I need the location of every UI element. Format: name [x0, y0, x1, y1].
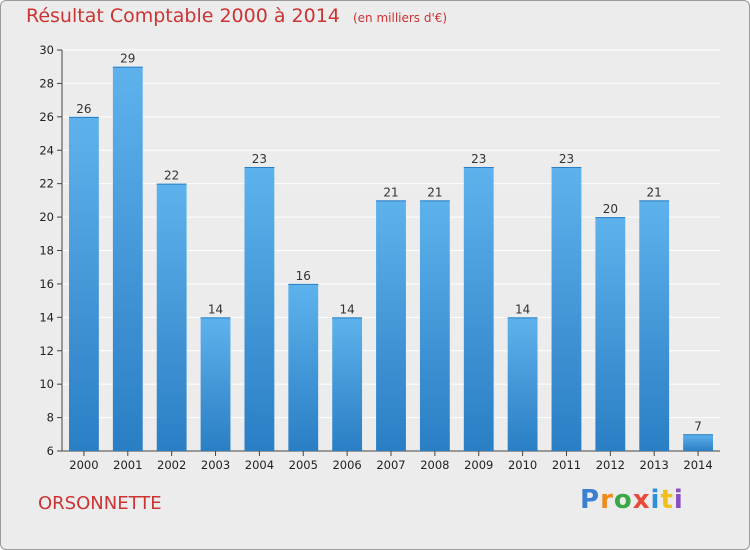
logo-letter: x — [632, 485, 651, 515]
bar-value-label: 7 — [694, 419, 702, 433]
bar-value-label: 29 — [120, 52, 135, 66]
bar — [595, 217, 626, 451]
x-tick-label: 2014 — [683, 458, 712, 472]
y-tick-label: 10 — [39, 377, 54, 391]
bar-value-label: 21 — [647, 185, 662, 199]
logo-letter: o — [613, 485, 633, 515]
bar-value-label: 23 — [252, 152, 267, 166]
bar-value-label: 21 — [383, 185, 398, 199]
logo-letter: i — [673, 485, 684, 515]
x-tick-label: 2013 — [640, 458, 669, 472]
y-tick-label: 12 — [39, 344, 54, 358]
bar — [683, 434, 713, 451]
bar-value-label: 14 — [339, 302, 354, 316]
x-tick-label: 2008 — [420, 458, 449, 472]
chart-subtitle: (en milliers d'€) — [352, 11, 448, 25]
bar-value-label: 22 — [164, 169, 179, 183]
logo-letter: t — [660, 485, 674, 515]
logo-letter: r — [600, 485, 614, 515]
bar — [551, 166, 582, 452]
bar — [507, 317, 538, 451]
x-tick-label: 2006 — [332, 458, 361, 472]
logo-letter: P — [580, 485, 601, 515]
labels: 6 8 10 12 14 16 18 20 22 24 26 28 30 26 2000 29 2001 22 20… — [39, 43, 712, 472]
y-tick-label: 22 — [39, 177, 54, 191]
logo-letter: i — [650, 485, 661, 515]
bar — [112, 66, 143, 451]
bar — [419, 200, 450, 451]
bar-value-label: 23 — [559, 152, 574, 166]
x-tick-label: 2007 — [376, 458, 405, 472]
x-tick-label: 2000 — [69, 458, 98, 472]
x-tick-label: 2004 — [245, 458, 274, 472]
bar-value-label: 26 — [76, 102, 91, 116]
commune-name: ORSONNETTE — [38, 493, 162, 514]
bar — [244, 166, 275, 452]
chart-title: Résultat Comptable 2000 à 2014 — [26, 5, 340, 27]
x-tick-label: 2005 — [289, 458, 318, 472]
y-tick-label: 6 — [47, 444, 54, 458]
bar-value-label: 23 — [471, 152, 486, 166]
y-tick-label: 30 — [39, 43, 54, 57]
bar — [376, 200, 406, 451]
bar-value-label: 14 — [208, 302, 223, 316]
y-tick-label: 14 — [39, 310, 54, 324]
x-tick-label: 2010 — [508, 458, 537, 472]
y-tick-label: 20 — [39, 210, 54, 224]
bar — [156, 183, 187, 451]
y-tick-label: 24 — [39, 143, 54, 157]
x-tick-label: 2009 — [464, 458, 493, 472]
proxiti-logo[interactable]: Proxiti — [580, 485, 684, 515]
y-tick-label: 28 — [39, 76, 54, 90]
x-tick-label: 2003 — [201, 458, 230, 472]
y-tick-label: 26 — [39, 110, 54, 124]
bar — [639, 200, 670, 451]
bar — [463, 166, 494, 452]
bar-value-label: 20 — [603, 202, 618, 216]
bar — [288, 283, 319, 451]
x-tick-label: 2012 — [596, 458, 625, 472]
x-tick-label: 2011 — [552, 458, 581, 472]
y-tick-label: 16 — [39, 277, 54, 291]
bar — [200, 317, 231, 451]
x-tick-label: 2001 — [113, 458, 142, 472]
bar — [332, 317, 363, 451]
y-tick-label: 18 — [39, 244, 54, 258]
y-tick-label: 8 — [47, 411, 54, 425]
bars — [69, 66, 713, 452]
bar — [69, 116, 99, 451]
bar-value-label: 21 — [427, 185, 442, 199]
bar-value-label: 14 — [515, 302, 530, 316]
x-tick-label: 2002 — [157, 458, 186, 472]
bar-value-label: 16 — [296, 269, 311, 283]
chart-title-block: Résultat Comptable 2000 à 2014 (en milli… — [26, 5, 447, 27]
